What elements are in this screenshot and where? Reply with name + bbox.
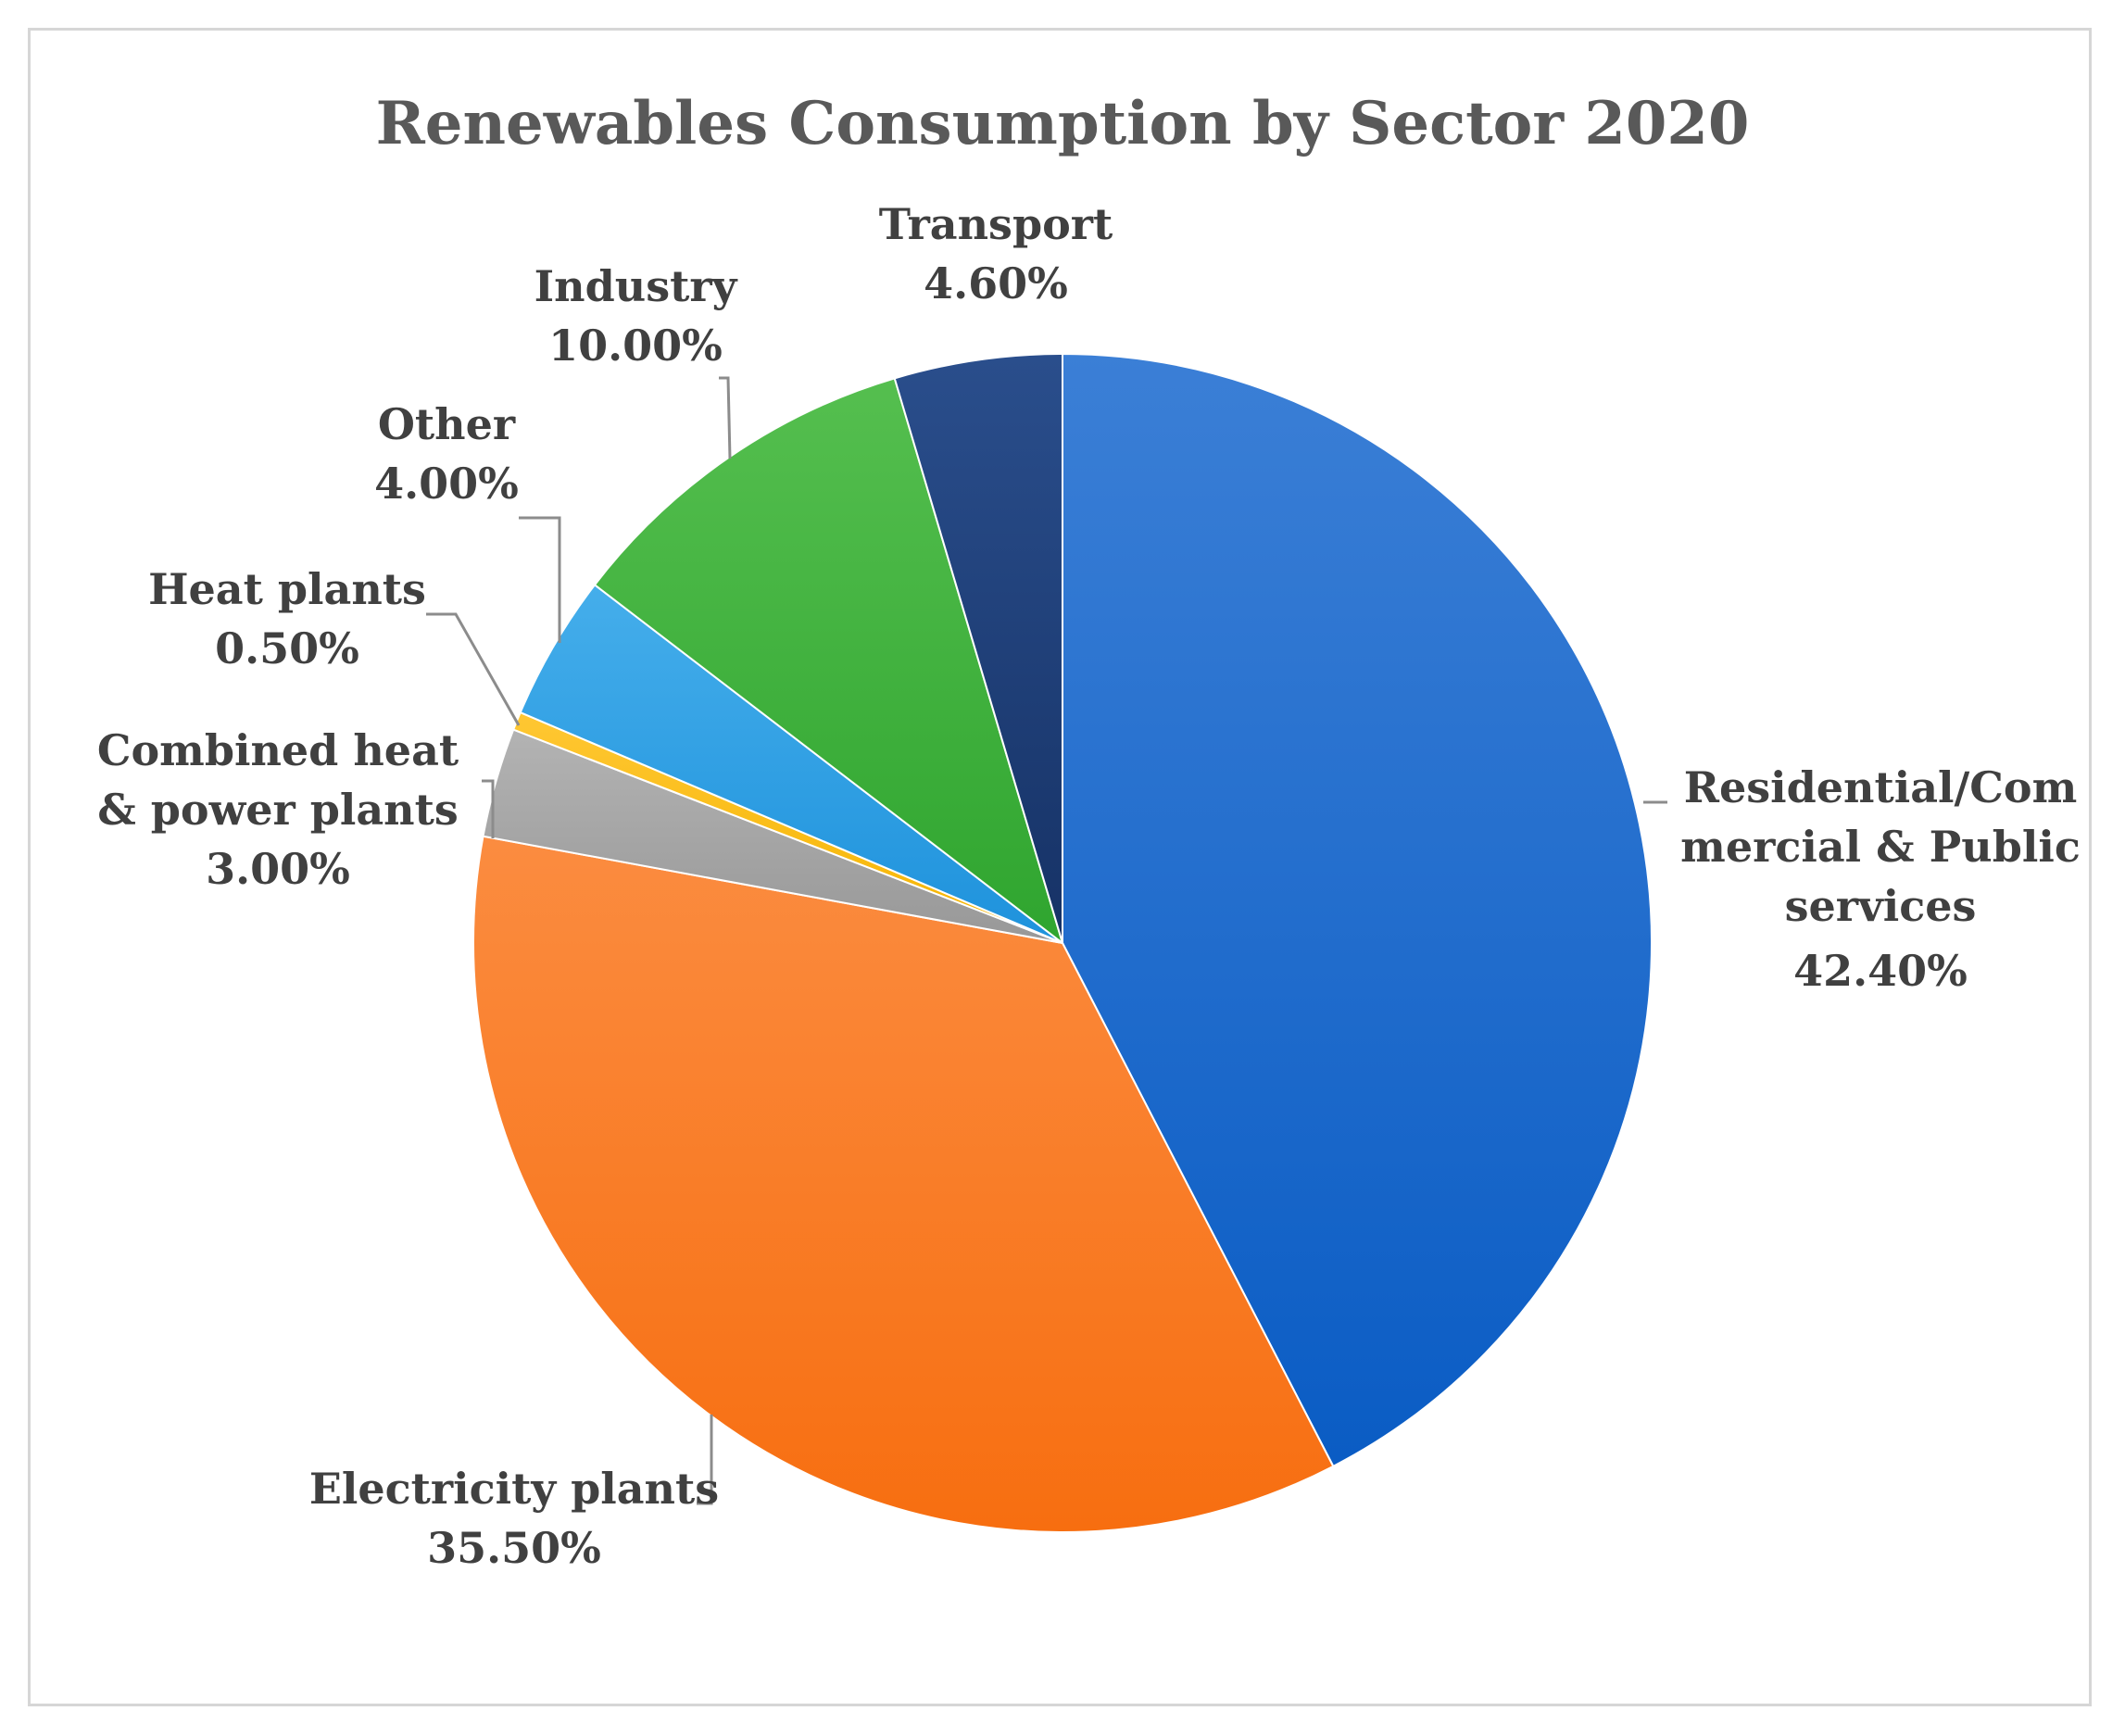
pie-slice-residential: [1062, 352, 1653, 1468]
data-label-residential-value: 42.40%: [1793, 946, 1968, 996]
data-label-transport-name-line: Transport: [879, 199, 1113, 249]
data-label-other-name-line: Other: [378, 399, 516, 449]
data-labels: Residential/Com mercial & Public services 4…: [97, 199, 2081, 1573]
data-label-chp: Combined heat & power plants 3.00%: [97, 725, 459, 894]
data-label-electricity-name-line: Electricity plants: [309, 1464, 719, 1514]
data-label-residential-name-line: mercial & Public: [1680, 822, 2081, 872]
data-label-other-value: 4.00%: [374, 459, 519, 509]
data-label-industry-value: 10.00%: [548, 321, 723, 371]
data-label-heat: Heat plants 0.50%: [148, 564, 426, 673]
data-label-chp-name-line: & power plants: [97, 785, 459, 835]
pie-slices: [472, 352, 1653, 1533]
data-label-electricity-value: 35.50%: [427, 1523, 601, 1573]
leader-line-electricity: [697, 1415, 713, 1505]
data-label-chp-value: 3.00%: [206, 844, 350, 894]
data-label-heat-value: 0.50%: [215, 623, 359, 673]
leader-line-chp: [482, 779, 495, 838]
data-label-residential-name-line: services: [1785, 881, 1977, 931]
pie-slice-transport: [893, 352, 1063, 944]
data-label-transport-value: 4.60%: [924, 258, 1068, 308]
chart-title: Renewables Consumption by Sector 2020: [376, 89, 1750, 158]
data-label-industry: Industry 10.00%: [534, 261, 738, 371]
data-label-transport: Transport 4.60%: [879, 199, 1113, 308]
data-label-residential: Residential/Com mercial & Public services 4…: [1680, 762, 2081, 996]
data-label-other: Other 4.00%: [374, 399, 519, 509]
leader-lines: [426, 376, 1667, 1505]
data-label-industry-name-line: Industry: [534, 261, 738, 311]
leader-line-industry: [719, 376, 732, 459]
leader-line-other: [519, 516, 561, 643]
data-label-heat-name-line: Heat plants: [148, 564, 426, 614]
leader-line-heat: [426, 612, 521, 726]
pie-slice-industry: [593, 377, 1064, 946]
data-label-residential-name-line: Residential/Com: [1684, 762, 2078, 812]
data-label-chp-name-line: Combined heat: [97, 725, 459, 775]
data-label-electricity: Electricity plants 35.50%: [309, 1464, 719, 1573]
